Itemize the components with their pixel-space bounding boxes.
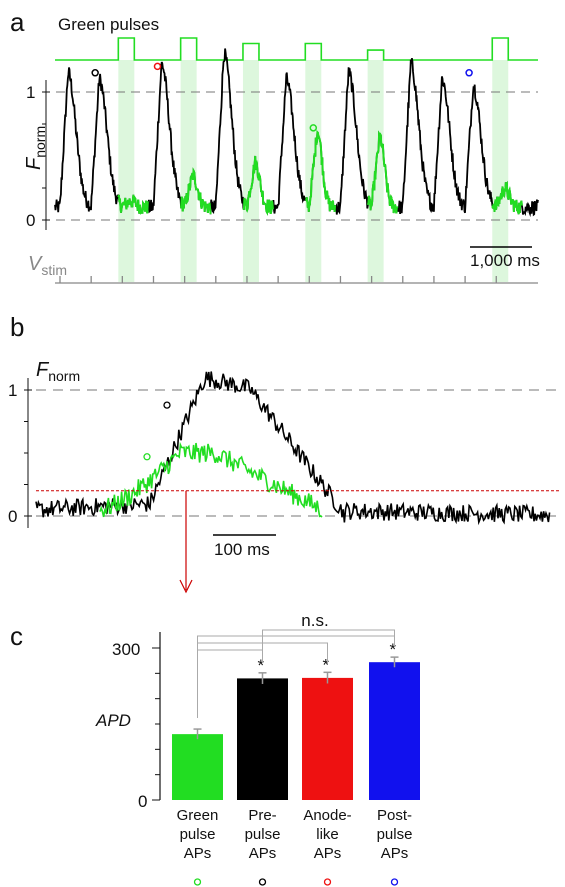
stim-label: Vstim bbox=[28, 253, 67, 278]
panel-a-marker-red bbox=[153, 62, 162, 71]
category-label: pulse bbox=[377, 826, 413, 843]
significance-star: * bbox=[390, 640, 397, 659]
panel-a-y-tick-label: 0 bbox=[26, 211, 35, 230]
panel-c-y-tick-label: 0 bbox=[138, 792, 147, 811]
category-label: Anode- bbox=[303, 807, 351, 824]
bracket-green-vs-post bbox=[197, 635, 395, 718]
category-label: Green bbox=[177, 807, 219, 824]
category-marker-red bbox=[323, 878, 332, 886]
category-label: pulse bbox=[245, 826, 281, 843]
panel-b-green-ap-trace bbox=[99, 441, 323, 518]
panel-a-letter: a bbox=[10, 7, 25, 37]
green-pulse-window bbox=[242, 60, 259, 282]
bar-red bbox=[302, 677, 353, 800]
green-pulse-window bbox=[180, 60, 197, 282]
category-marker-blue bbox=[390, 878, 399, 886]
panel-a-scale-bar-label: 1,000 ms bbox=[470, 251, 540, 270]
stim-label-subscript: stim bbox=[41, 262, 67, 278]
category-label: APs bbox=[249, 845, 277, 862]
significance-star: * bbox=[323, 655, 330, 674]
category-label: APs bbox=[381, 845, 409, 862]
ns-label: n.s. bbox=[301, 611, 328, 630]
category-label: APs bbox=[184, 845, 212, 862]
panel-a-marker-blue bbox=[465, 69, 473, 77]
category-label: pulse bbox=[180, 826, 216, 843]
green-pulses-title: Green pulses bbox=[58, 15, 159, 34]
panel-b-y-label: Fnorm bbox=[36, 359, 80, 384]
bar-black bbox=[237, 678, 288, 800]
bar-green bbox=[172, 734, 223, 800]
panel-b-marker-green bbox=[143, 453, 151, 461]
panel-a-green-pulse-ap-trace bbox=[117, 194, 149, 215]
category-marker-green bbox=[193, 878, 202, 886]
green-pulse-window bbox=[118, 60, 135, 282]
panel-a-y-label-subscript: norm bbox=[32, 126, 48, 158]
panel-a-green-pulse-ap-trace bbox=[242, 155, 274, 216]
panel-b-marker-black bbox=[163, 401, 171, 409]
panel-a-green-pulse-ap-trace bbox=[180, 167, 212, 215]
green-pulse-protocol-line bbox=[55, 37, 538, 61]
panel-a-green-pulse-ap-trace bbox=[305, 130, 337, 212]
green-pulse-window bbox=[492, 60, 509, 282]
threshold-arrow-head bbox=[179, 579, 193, 594]
panel-c-y-tick-label: 300 bbox=[112, 640, 140, 659]
panel-b-y-label-subscript: norm bbox=[48, 368, 80, 384]
panel-b-y-tick-label: 0 bbox=[8, 507, 17, 526]
category-label: Post- bbox=[377, 807, 412, 824]
panel-b-scale-bar-label: 100 ms bbox=[214, 540, 270, 559]
panel-a-marker-black bbox=[91, 69, 99, 77]
significance-star: * bbox=[258, 656, 265, 675]
panel-a-y-label: Fnorm bbox=[23, 126, 48, 170]
category-label: APs bbox=[314, 845, 342, 862]
category-marker-black bbox=[258, 878, 267, 886]
panel-a-y-tick-label: 1 bbox=[26, 83, 35, 102]
panel-a-green-pulse-ap-trace bbox=[366, 130, 399, 214]
bracket-pre-vs-post bbox=[262, 629, 395, 660]
panel-a-green-pulse-ap-trace bbox=[491, 180, 523, 215]
bar-blue bbox=[369, 662, 420, 800]
panel-b-letter: b bbox=[10, 312, 24, 342]
panel-b-y-tick-label: 1 bbox=[8, 381, 17, 400]
panel-a-marker-green bbox=[309, 124, 318, 132]
category-label: Pre- bbox=[248, 807, 276, 824]
panel-c-letter: c bbox=[10, 621, 23, 651]
panel-c-y-label: APD bbox=[95, 711, 131, 730]
category-label: like bbox=[316, 826, 339, 843]
